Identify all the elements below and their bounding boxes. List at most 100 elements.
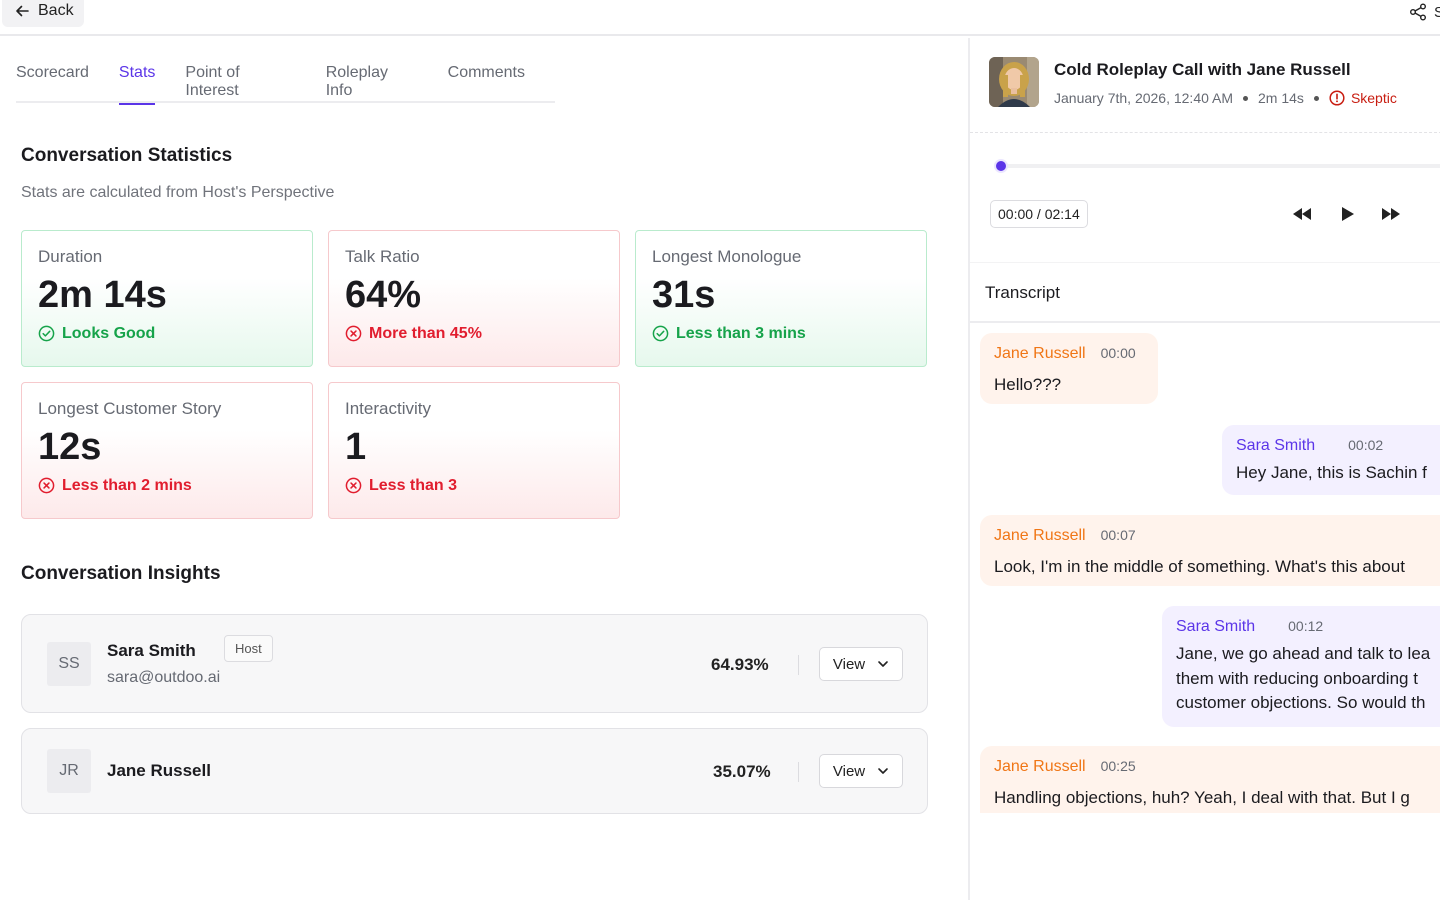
progress-knob[interactable] — [994, 159, 1008, 173]
call-duration: 2m 14s — [1258, 90, 1304, 106]
transcript-message: Jane Russell 00:00 Hello??? — [980, 333, 1158, 404]
stat-card-longest-customer-story: Longest Customer Story 12s Less than 2 m… — [21, 382, 313, 519]
host-badge: Host — [224, 635, 273, 662]
speaker-name: Jane Russell — [994, 758, 1086, 775]
message-line: customer objections. So would th — [1176, 693, 1426, 713]
time-display: 00:00 / 02:14 — [990, 200, 1088, 228]
stat-label: Longest Customer Story — [38, 399, 222, 418]
insights-title: Conversation Insights — [21, 563, 221, 584]
stat-value: 12s — [38, 426, 102, 468]
message-text: Hello??? — [994, 375, 1062, 394]
x-circle-icon — [345, 325, 362, 342]
transcript-message: Sara Smith 00:02 Hey Jane, this is Sachin… — [1222, 425, 1440, 495]
divider — [798, 762, 799, 782]
top-bar: Back S — [0, 0, 1440, 36]
play-icon — [1342, 207, 1354, 221]
call-date: January 7th, 2026, 12:40 AM — [1054, 90, 1234, 106]
x-circle-icon — [38, 477, 55, 494]
message-text: Look, I'm in the middle of something. Wh… — [994, 557, 1405, 576]
arrow-left-icon — [16, 5, 29, 16]
avatar: JR — [47, 749, 91, 793]
persona-badge: Skeptic — [1329, 90, 1397, 106]
share-button[interactable]: S — [1408, 2, 1440, 22]
stat-label: Interactivity — [345, 399, 431, 418]
stat-status: More than 45% — [345, 325, 603, 343]
stats-pane: Scorecard Stats Point of Interest Rolepl… — [0, 38, 968, 900]
stat-card-interactivity: Interactivity 1 Less than 3 — [328, 382, 620, 519]
back-label: Back — [38, 1, 74, 19]
stats-title: Conversation Statistics — [21, 145, 233, 166]
play-button[interactable] — [1335, 202, 1359, 226]
divider — [798, 655, 799, 675]
persona-label: Skeptic — [1350, 90, 1397, 106]
x-circle-icon — [345, 477, 362, 494]
stat-status: Less than 3 mins — [652, 325, 910, 343]
view-label: View — [832, 762, 866, 780]
stat-status: Less than 2 mins — [38, 477, 296, 495]
tab-bar: Scorecard Stats Point of Interest Rolepl… — [16, 56, 555, 105]
stat-status-text: Less than 3 — [369, 476, 458, 494]
message-text: Handling objections, huh? Yeah, I deal w… — [994, 788, 1410, 807]
separator-dot — [1243, 95, 1249, 101]
stat-value: 1 — [345, 426, 367, 468]
rewind-button[interactable] — [1290, 202, 1314, 226]
avatar: SS — [47, 642, 91, 686]
stat-label: Duration — [38, 247, 103, 266]
tab-stats[interactable]: Stats — [118, 56, 156, 105]
stat-status-text: Looks Good — [62, 324, 156, 342]
message-time: 00:02 — [1348, 437, 1384, 453]
stat-value: 31s — [652, 274, 716, 316]
insight-row-host: SS Sara Smith Host sara@outdoo.ai 64.93%… — [21, 614, 928, 713]
view-button[interactable]: View — [819, 647, 903, 681]
chevron-down-icon — [878, 661, 888, 667]
speaker-name: Jane Russell — [994, 345, 1086, 362]
call-pane: Cold Roleplay Call with Jane Russell Jan… — [968, 38, 1440, 900]
rewind-icon — [1293, 208, 1311, 220]
transcript-list[interactable]: Jane Russell 00:00 Hello??? Sara Smith 00:… — [970, 325, 1440, 813]
participant-name: Jane Russell — [107, 761, 211, 780]
stat-status-text: More than 45% — [369, 324, 482, 342]
stats-subtitle: Stats are calculated from Host's Perspec… — [21, 184, 335, 201]
message-time: 00:25 — [1100, 758, 1136, 774]
stat-value: 64% — [345, 274, 422, 316]
message-time: 00:00 — [1100, 345, 1136, 361]
check-circle-icon — [38, 325, 55, 342]
stat-card-longest-monologue: Longest Monologue 31s Less than 3 mins — [635, 230, 927, 367]
back-button[interactable]: Back — [2, 0, 84, 27]
tab-comments[interactable]: Comments — [447, 64, 525, 81]
talk-percent: 64.93% — [711, 655, 769, 674]
tab-point-of-interest[interactable]: Point of Interest — [185, 64, 240, 99]
progress-track[interactable] — [1000, 164, 1440, 168]
participant-name: Sara Smith — [107, 641, 196, 660]
separator-dot — [1313, 95, 1319, 101]
tab-scorecard[interactable]: Scorecard — [16, 64, 89, 81]
share-label: S — [1434, 3, 1440, 21]
message-line: them with reducing onboarding t — [1176, 668, 1418, 688]
view-label: View — [832, 655, 866, 673]
transcript-message: Jane Russell 00:07 Look, I'm in the middl… — [980, 515, 1440, 586]
check-circle-icon — [652, 325, 669, 342]
insight-row-customer: JR Jane Russell 35.07% View — [21, 728, 928, 814]
call-title: Cold Roleplay Call with Jane Russell — [1054, 60, 1351, 79]
message-text: Hey Jane, this is Sachin f — [1236, 463, 1427, 482]
transcript-header: Transcript — [970, 262, 1440, 323]
transcript-title: Transcript — [985, 283, 1060, 302]
transcript-message: Sara Smith 00:12 Jane, we go ahead and ta… — [1162, 606, 1440, 727]
share-icon — [1410, 3, 1426, 21]
stat-label: Longest Monologue — [652, 247, 802, 266]
view-button[interactable]: View — [819, 754, 903, 788]
fast-forward-button[interactable] — [1379, 202, 1403, 226]
tab-roleplay-info[interactable]: Roleplay Info — [325, 64, 388, 99]
speaker-name: Jane Russell — [994, 527, 1086, 544]
alert-circle-icon — [1329, 90, 1345, 106]
audio-player: 00:00 / 02:14 — [970, 134, 1440, 262]
stat-status-text: Less than 3 mins — [676, 324, 806, 342]
stat-value: 2m 14s — [38, 274, 167, 316]
stat-label: Talk Ratio — [345, 247, 420, 266]
participant-email: sara@outdoo.ai — [107, 669, 221, 686]
message-time: 00:07 — [1100, 527, 1136, 543]
transcript-message: Jane Russell 00:25 Handling objections, h… — [980, 746, 1440, 813]
message-time: 00:12 — [1288, 618, 1324, 634]
stat-card-duration: Duration 2m 14s Looks Good — [21, 230, 313, 367]
stat-status: Looks Good — [38, 325, 296, 343]
